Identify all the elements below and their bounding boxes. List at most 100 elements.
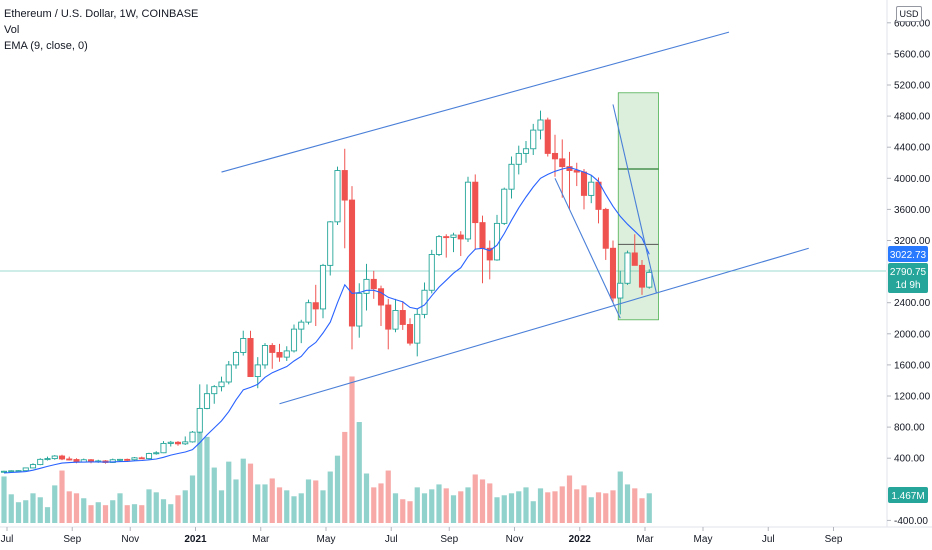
- time-axis[interactable]: Jul Sep Nov 2021 Mar May Jul Sep Nov 2022 Mar May Ju…: [1, 527, 843, 545]
- price-tick-label: 6000.00: [894, 18, 931, 29]
- candle-body: [124, 458, 131, 461]
- time-tick-label: Mar: [252, 534, 270, 545]
- candle-body: [501, 188, 508, 224]
- candle-body: [225, 364, 232, 383]
- candle: [145, 452, 153, 460]
- volume-bar: [211, 467, 217, 523]
- volume-bar: [102, 505, 109, 523]
- volume-bar: [23, 500, 29, 523]
- candle: [319, 263, 327, 319]
- volume-bar: [429, 489, 435, 523]
- candle-body: [646, 271, 653, 288]
- candle: [414, 308, 421, 357]
- candle-body: [428, 254, 435, 291]
- candle: [588, 175, 595, 204]
- candle: [160, 441, 167, 454]
- candle-body: [573, 170, 580, 173]
- price-tick-label: 400.00: [894, 454, 925, 465]
- price-tick-label: 3200.00: [894, 236, 931, 247]
- candle-body: [211, 386, 218, 395]
- volume-indicator-label[interactable]: Vol: [4, 24, 20, 36]
- trendline: [554, 178, 621, 319]
- price-tick-label: 2400.00: [894, 298, 931, 309]
- candle-body: [363, 278, 370, 294]
- candle-body: [29, 464, 37, 469]
- volume-bar: [37, 497, 43, 523]
- candle: [218, 376, 225, 392]
- volume-bar: [537, 488, 544, 523]
- candle: [530, 123, 537, 155]
- candle: [58, 454, 66, 461]
- volume-bar: [624, 484, 631, 523]
- volume-bar: [342, 431, 348, 523]
- candle: [232, 350, 240, 369]
- trendline: [279, 247, 809, 405]
- volume-bar: [284, 490, 290, 523]
- candle-body: [203, 393, 211, 409]
- chart-legend[interactable]: Ethereum / U.S. Dollar, 1W, COINBASE Vol…: [4, 6, 198, 54]
- time-tick-label: Sep: [63, 534, 81, 545]
- price-axis[interactable]: 6000.00 5600.00 5200.00 4800.00 4400.00 4000.…: [887, 18, 931, 527]
- range-box[interactable]: [617, 92, 659, 321]
- volume-bar: [124, 505, 130, 523]
- symbol-title[interactable]: Ethereum / U.S. Dollar, 1W, COINBASE: [4, 8, 199, 20]
- volume-bar: [530, 501, 536, 523]
- ema-9-line: [3, 166, 650, 474]
- candle-body: [290, 328, 298, 352]
- candle-body: [522, 148, 530, 154]
- candle: [493, 214, 501, 261]
- candle: [573, 162, 580, 187]
- candle-body: [595, 181, 602, 210]
- trendlines[interactable]: [221, 31, 809, 405]
- candle: [240, 330, 247, 356]
- price-tick-label: -400.00: [894, 516, 928, 527]
- volume-bar: [327, 471, 333, 523]
- candle: [392, 298, 399, 333]
- volume-bar: [160, 499, 167, 523]
- candle-body: [580, 171, 588, 196]
- volume-bar: [501, 495, 507, 523]
- price-tick-label: 800.00: [894, 423, 925, 434]
- candle-body: [247, 338, 254, 378]
- candle-body: [334, 170, 341, 223]
- candle: [334, 166, 341, 225]
- volume-bar: [204, 436, 210, 523]
- candle: [153, 451, 160, 455]
- volume-bar: [88, 505, 94, 523]
- candle: [225, 361, 232, 385]
- candle: [290, 324, 298, 353]
- candle-body: [269, 345, 276, 353]
- candle-body: [392, 310, 399, 330]
- candle-body: [631, 252, 638, 266]
- time-tick-label: Jul: [385, 534, 398, 545]
- ema-indicator-label[interactable]: EMA (9, close, 0): [4, 40, 88, 52]
- candle-body: [109, 459, 116, 463]
- ema-line: [3, 166, 650, 474]
- volume-bars: [1, 376, 652, 523]
- candle-body: [327, 221, 334, 266]
- candle: [22, 467, 29, 472]
- candle: [305, 299, 312, 325]
- candle-body: [341, 170, 348, 201]
- candle: [399, 301, 406, 330]
- volume-bar: [465, 487, 471, 523]
- ema-badge: [888, 246, 928, 262]
- volume-bar: [81, 498, 87, 523]
- volume-bar: [421, 493, 428, 523]
- candle-body: [537, 119, 544, 131]
- candle-body: [515, 152, 522, 165]
- volume-bar: [574, 489, 580, 523]
- volume-bar: [595, 492, 602, 523]
- volume-bar: [168, 504, 174, 523]
- candle-body: [544, 119, 551, 154]
- candle: [51, 455, 58, 460]
- candle: [624, 250, 631, 285]
- candle-body: [348, 199, 356, 327]
- candle-body: [305, 302, 312, 323]
- volume-bar: [59, 470, 65, 523]
- currency-label[interactable]: USD: [896, 6, 922, 22]
- price-tick-label: 3600.00: [894, 205, 931, 216]
- candle: [276, 343, 283, 362]
- candle: [66, 456, 73, 461]
